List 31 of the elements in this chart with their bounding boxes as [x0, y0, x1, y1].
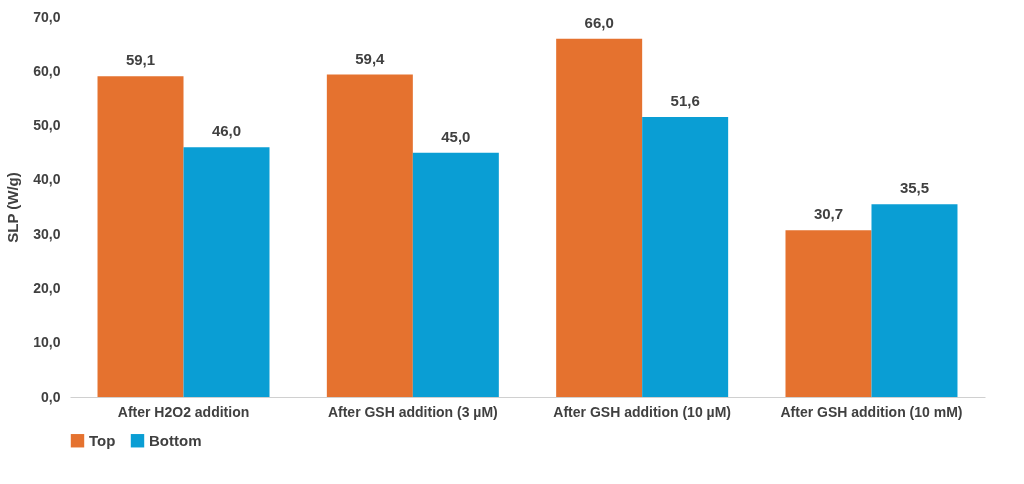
bar — [326, 74, 413, 397]
y-tick-label: 50,0 — [33, 117, 61, 134]
legend-label: Bottom — [149, 431, 202, 449]
x-tick-label: After H2O2 addition — [117, 403, 250, 420]
data-label: 66,0 — [584, 13, 614, 31]
legend-label: Top — [89, 431, 116, 449]
data-label: 59,1 — [125, 51, 156, 69]
data-label: 46,0 — [211, 122, 242, 140]
x-tick-label: After GSH addition (10 mM) — [780, 403, 963, 420]
data-label: 51,6 — [670, 91, 700, 109]
data-label: 45,0 — [441, 127, 471, 145]
y-tick-label: 10,0 — [33, 334, 61, 351]
data-label: 59,4 — [355, 49, 386, 67]
x-tick-label: After GSH addition (3 µM) — [327, 403, 498, 420]
x-tick-label: After GSH addition (10 µM) — [553, 403, 731, 420]
bar — [785, 230, 872, 397]
bar — [556, 38, 643, 397]
y-tick-label: 40,0 — [33, 171, 61, 188]
bar — [183, 147, 270, 397]
data-label: 35,5 — [899, 179, 930, 197]
y-tick-label: 60,0 — [33, 62, 61, 79]
data-label: 30,7 — [813, 205, 844, 223]
y-axis-title: SLP (W/g) — [4, 172, 22, 243]
bar — [97, 76, 184, 397]
y-tick-label: 70,0 — [33, 8, 61, 25]
bar — [412, 152, 499, 397]
y-tick-label: 20,0 — [33, 279, 61, 296]
y-tick-label: 30,0 — [33, 225, 61, 242]
bar — [642, 116, 729, 397]
y-tick-label: 0,0 — [41, 388, 61, 405]
bar — [871, 204, 958, 397]
